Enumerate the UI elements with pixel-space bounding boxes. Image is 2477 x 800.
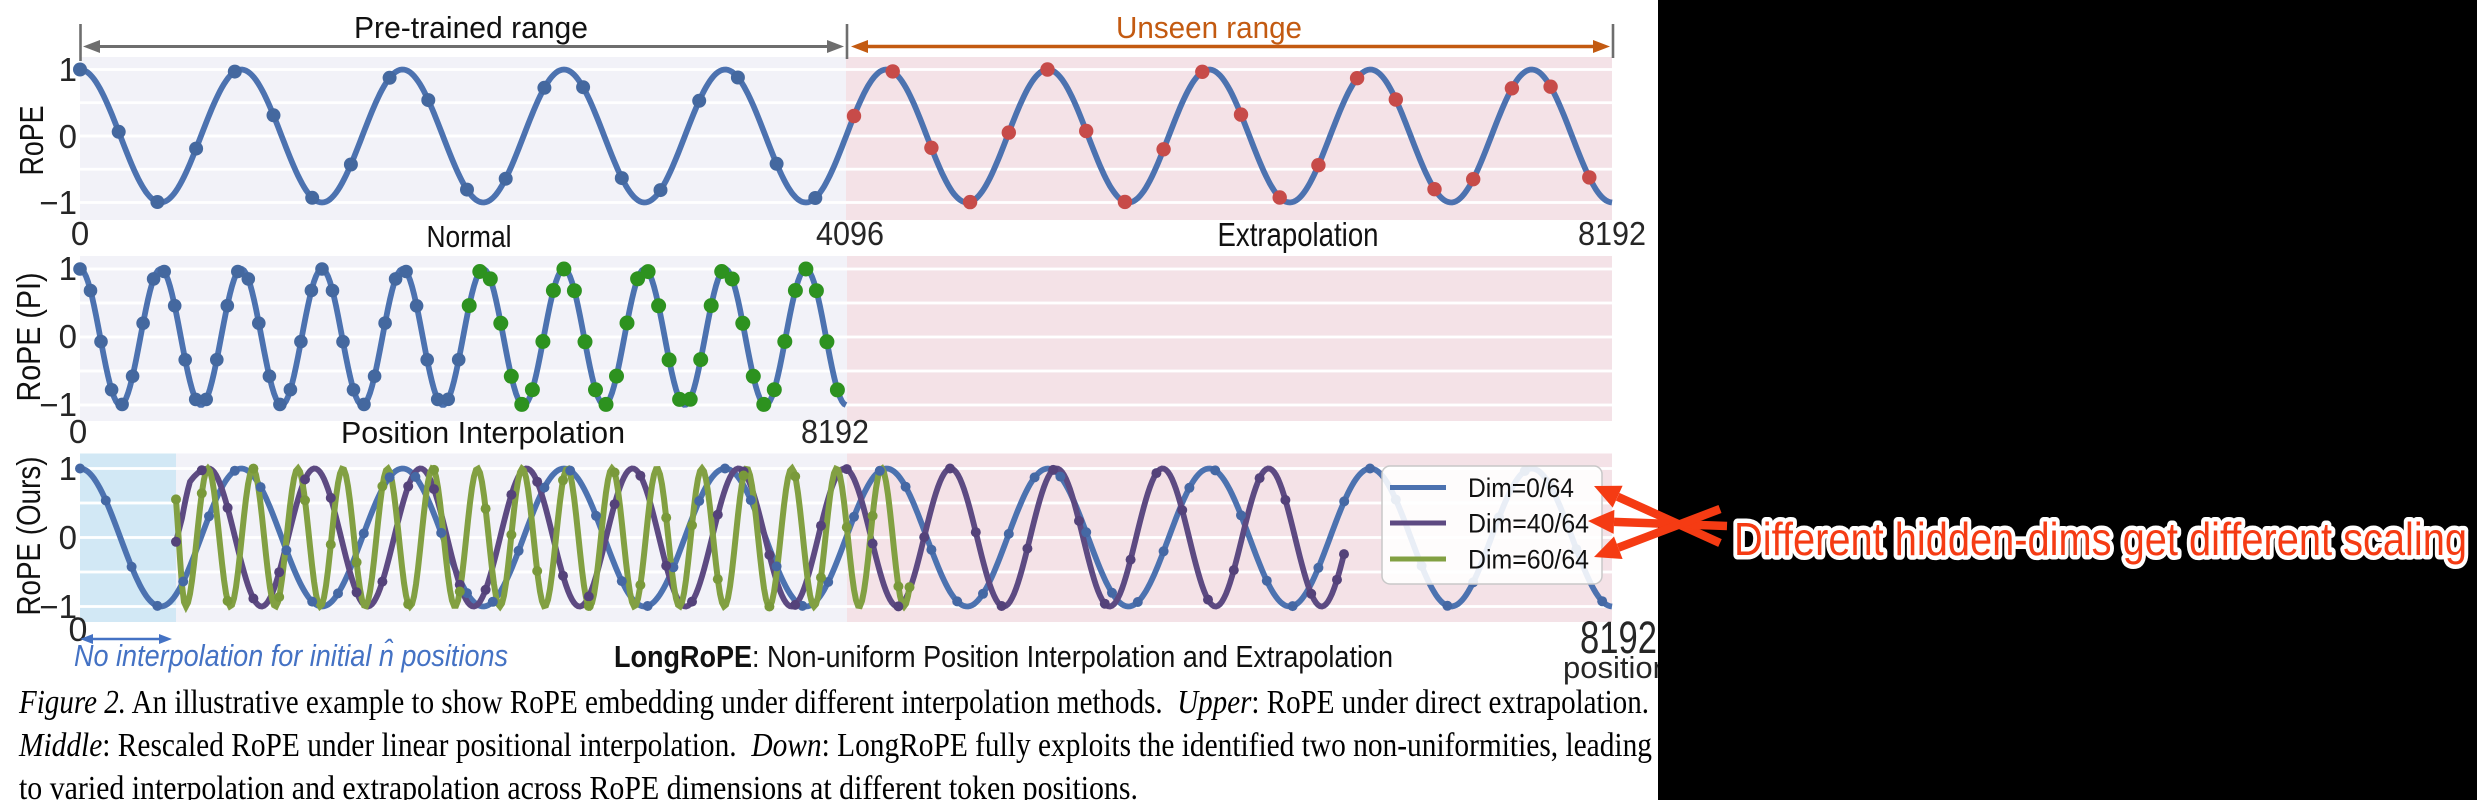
svg-text:0: 0 (59, 118, 77, 155)
svg-text:0: 0 (59, 519, 77, 556)
svg-text:Middle: Rescaled RoPE under li: Middle: Rescaled RoPE under linear posit… (18, 727, 1652, 764)
svg-text:−1: −1 (39, 184, 77, 221)
svg-text:1: 1 (59, 51, 77, 88)
svg-text:LongRoPE: Non-uniform Position: LongRoPE: Non-uniform Position Interpola… (614, 639, 1393, 674)
svg-text:0: 0 (69, 413, 87, 450)
svg-text:No interpolation for initial n: No interpolation for initial n̂ position… (74, 637, 508, 673)
svg-text:to varied interpolation and ex: to varied interpolation and extrapolatio… (19, 770, 1138, 800)
svg-text:−1: −1 (39, 588, 77, 625)
svg-text:Normal: Normal (427, 219, 512, 254)
svg-text:Figure 2. An illustrative exam: Figure 2. An illustrative example to sho… (18, 684, 1649, 721)
svg-text:0: 0 (71, 215, 89, 252)
svg-text:−1: −1 (39, 386, 77, 423)
svg-text:0: 0 (59, 318, 77, 355)
svg-text:4096: 4096 (816, 215, 884, 252)
svg-text:RoPE: RoPE (13, 106, 50, 176)
svg-text:1: 1 (59, 450, 77, 487)
svg-text:Dim=60/64: Dim=60/64 (1468, 545, 1589, 575)
svg-text:8192: 8192 (1578, 215, 1646, 252)
svg-text:Dim=0/64: Dim=0/64 (1468, 473, 1574, 503)
svg-text:Extrapolation: Extrapolation (1218, 216, 1379, 253)
svg-text:RoPE (PI): RoPE (PI) (10, 273, 47, 402)
svg-text:8192: 8192 (1580, 612, 1657, 663)
svg-text:Position Interpolation: Position Interpolation (341, 415, 625, 450)
svg-text:RoPE (Ours): RoPE (Ours) (10, 457, 47, 616)
svg-text:Pre-trained range: Pre-trained range (354, 10, 588, 45)
svg-text:8192: 8192 (801, 413, 869, 450)
svg-text:Unseen range: Unseen range (1116, 10, 1302, 45)
svg-text:Different hidden-dims get diff: Different hidden-dims get different scal… (1734, 513, 2467, 565)
svg-text:1: 1 (59, 250, 77, 287)
svg-text:Dim=40/64: Dim=40/64 (1468, 509, 1589, 539)
svg-text:position: position (1563, 650, 1670, 685)
